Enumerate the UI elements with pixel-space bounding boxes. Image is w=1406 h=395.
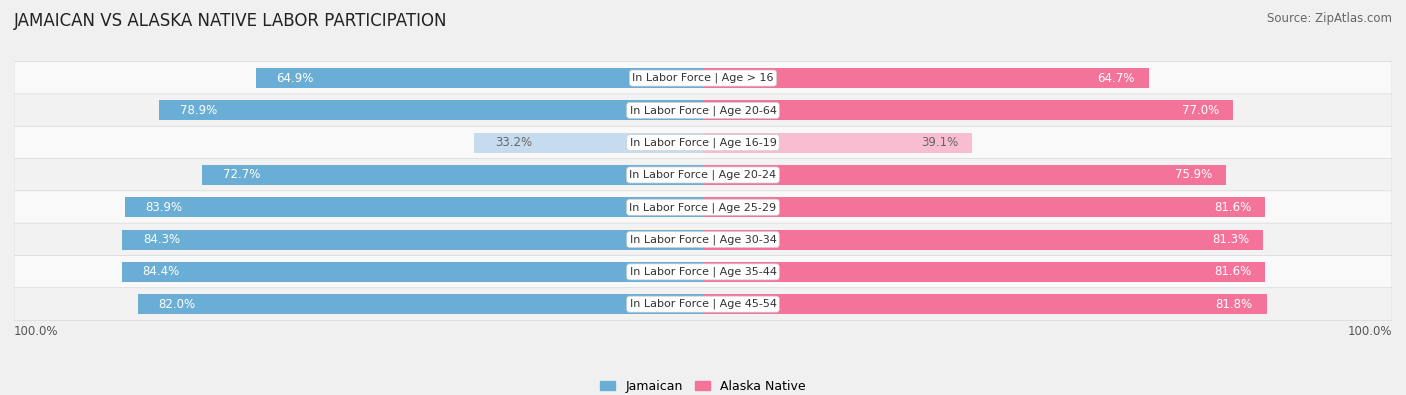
Text: 39.1%: 39.1% xyxy=(921,136,959,149)
Text: In Labor Force | Age 16-19: In Labor Force | Age 16-19 xyxy=(630,137,776,148)
FancyBboxPatch shape xyxy=(14,62,1392,94)
FancyBboxPatch shape xyxy=(14,158,1392,192)
FancyBboxPatch shape xyxy=(14,256,1392,288)
Text: 82.0%: 82.0% xyxy=(159,298,195,311)
Text: 78.9%: 78.9% xyxy=(180,104,218,117)
FancyBboxPatch shape xyxy=(14,223,1392,256)
Text: 100.0%: 100.0% xyxy=(1347,325,1392,338)
Text: In Labor Force | Age 20-64: In Labor Force | Age 20-64 xyxy=(630,105,776,116)
Text: Source: ZipAtlas.com: Source: ZipAtlas.com xyxy=(1267,12,1392,25)
Legend: Jamaican, Alaska Native: Jamaican, Alaska Native xyxy=(595,375,811,395)
Text: 64.7%: 64.7% xyxy=(1098,71,1135,85)
Bar xyxy=(202,165,703,185)
Bar xyxy=(256,68,703,88)
Text: In Labor Force | Age 30-34: In Labor Force | Age 30-34 xyxy=(630,234,776,245)
Text: 77.0%: 77.0% xyxy=(1182,104,1219,117)
Bar xyxy=(121,262,703,282)
Text: 81.6%: 81.6% xyxy=(1215,265,1251,278)
Text: 81.8%: 81.8% xyxy=(1216,298,1253,311)
Text: 100.0%: 100.0% xyxy=(14,325,59,338)
FancyBboxPatch shape xyxy=(14,94,1392,127)
Bar xyxy=(138,294,703,314)
Bar xyxy=(703,165,1226,185)
FancyBboxPatch shape xyxy=(14,126,1392,159)
Text: 81.6%: 81.6% xyxy=(1215,201,1251,214)
Text: 75.9%: 75.9% xyxy=(1175,169,1212,181)
Text: In Labor Force | Age 35-44: In Labor Force | Age 35-44 xyxy=(630,267,776,277)
Text: In Labor Force | Age 45-54: In Labor Force | Age 45-54 xyxy=(630,299,776,309)
Bar xyxy=(703,262,1265,282)
Text: 83.9%: 83.9% xyxy=(146,201,183,214)
Text: In Labor Force | Age > 16: In Labor Force | Age > 16 xyxy=(633,73,773,83)
FancyBboxPatch shape xyxy=(14,191,1392,224)
Text: 72.7%: 72.7% xyxy=(222,169,260,181)
Text: 64.9%: 64.9% xyxy=(277,71,314,85)
Bar xyxy=(125,197,703,217)
Bar xyxy=(474,133,703,153)
Bar xyxy=(703,68,1149,88)
Text: In Labor Force | Age 25-29: In Labor Force | Age 25-29 xyxy=(630,202,776,213)
Bar xyxy=(703,229,1263,250)
Text: 84.3%: 84.3% xyxy=(143,233,180,246)
Text: 84.4%: 84.4% xyxy=(142,265,180,278)
Text: 33.2%: 33.2% xyxy=(495,136,531,149)
Text: 81.3%: 81.3% xyxy=(1212,233,1250,246)
Bar xyxy=(703,294,1267,314)
Bar xyxy=(703,133,973,153)
FancyBboxPatch shape xyxy=(14,288,1392,321)
Bar xyxy=(703,197,1265,217)
Bar xyxy=(159,100,703,120)
Text: JAMAICAN VS ALASKA NATIVE LABOR PARTICIPATION: JAMAICAN VS ALASKA NATIVE LABOR PARTICIP… xyxy=(14,12,447,30)
Text: In Labor Force | Age 20-24: In Labor Force | Age 20-24 xyxy=(630,170,776,180)
Bar xyxy=(703,100,1233,120)
Bar xyxy=(122,229,703,250)
